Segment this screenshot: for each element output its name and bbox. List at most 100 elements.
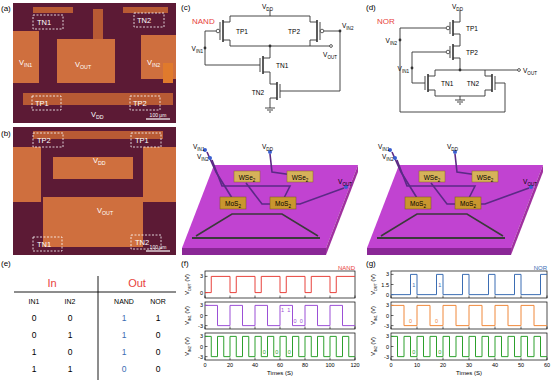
waveform-level [286,276,305,277]
waveform-edge [521,305,522,325]
device-sketch: VIN1VIN2VDDWSe2WSe2MoS2MoS2VOUT [182,143,358,255]
waveform-edge [286,276,287,292]
x-tick [495,327,496,330]
x-tick-label: 80 [302,362,308,368]
waveform-level [261,276,280,277]
waveform-edge [342,336,343,356]
label: VIN2 [386,37,398,46]
waveform-level [437,274,444,275]
table-cell: 0 [156,364,161,374]
photo-label: TP1 [135,136,149,145]
label-after: (V) [370,337,376,346]
waveform-level [336,356,342,357]
waveform-edge [255,276,256,292]
waveform-edge [292,336,293,356]
label: TN2 [467,80,480,87]
waveform-edge [469,305,470,325]
waveform-level [236,356,242,357]
waveform-edge [286,336,287,356]
circuit-title: NOR [377,17,395,26]
waveform-level [482,325,495,326]
waveform-edge [342,305,343,325]
waveform-level [218,336,224,337]
table-cell: 0 [68,347,73,357]
x-tick [417,296,418,299]
waveform-edge [443,336,444,356]
waveform-level [521,336,528,337]
label: TN1 [276,62,289,69]
waveform-level [430,336,437,337]
label: VIN1 [398,65,410,74]
waveform-level [230,292,236,293]
device-box [134,13,164,27]
waveform-level [541,356,548,357]
node [411,67,414,70]
label-main: WSe [424,174,438,181]
waveform-level [450,356,457,357]
waveform-edge [348,336,349,356]
waveform-edge [397,336,398,356]
waveform-edge [317,336,318,356]
label-sub: OUT [527,182,537,187]
annotation: 0 [409,318,412,324]
transistor-channel [427,74,429,92]
x-tick [391,358,392,361]
x-tick [255,358,256,361]
waveform-edge [298,336,299,356]
x-tick [443,358,444,361]
wire [381,214,503,236]
waveform-edge [211,276,212,292]
table-cell: 1 [122,347,127,357]
transistor-lead [453,58,460,64]
waveform-edge [336,336,337,356]
waveform-level [280,305,293,306]
electrode [33,7,73,13]
wse2-block [234,171,260,182]
waveform-level [463,274,470,275]
waveform-edge [423,336,424,356]
label-sub: IN1 [24,62,32,68]
label-sub: OUT [527,71,537,76]
y-tick-label: 3 [386,302,389,308]
transistor-lead [270,78,277,84]
chart: -3030102030405060VIN2 (V)Times (S)00 [370,333,550,376]
wire [435,70,485,71]
table-cell: 0 [32,330,37,340]
waveform-level [205,336,211,337]
node [204,47,207,50]
x-tick [305,296,306,299]
x-tick-label: 20 [440,362,446,368]
table-header: NOR [150,298,166,305]
x-tick [547,358,548,361]
device-label: VOUT [338,178,352,187]
label-sub: DD [451,147,458,152]
x-tick [230,358,231,361]
waveform-edge [330,276,331,292]
label-sub: IN1 [382,147,390,152]
x-tick [330,327,331,330]
waveform-level [293,336,299,337]
waveform-level [286,356,292,357]
device-label: VOUT [523,178,537,187]
waveform-level [299,356,305,357]
waveform-level [469,336,476,337]
y-tick [205,356,208,357]
x-tick [521,296,522,299]
scale-bar-label: 100 μm [150,244,167,250]
x-tick-label: 50 [518,362,524,368]
table-cell: 0 [32,313,37,323]
electrode [13,147,41,202]
node [459,69,462,72]
photo-label: TN1 [37,18,51,27]
waveform-edge [305,305,306,325]
scale-bar-label: 100 μm [150,112,167,118]
waveform-level [268,336,274,337]
chart: 03NANDVOUT (V) [184,265,356,299]
x-tick-label: 40 [252,362,258,368]
waveform-level [330,336,336,337]
waveform-level [349,356,355,357]
waveform-edge [410,336,411,356]
x-tick [205,358,206,361]
waveform-level [255,292,261,293]
pmos-bubble [446,50,450,54]
